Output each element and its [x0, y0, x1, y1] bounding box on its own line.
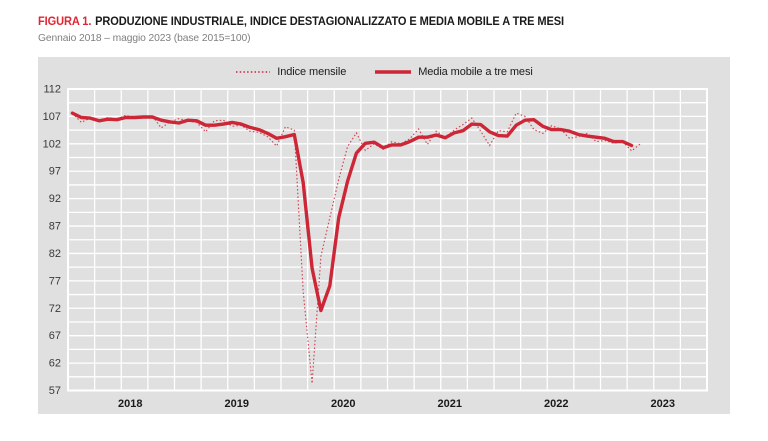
figure-title: PRODUZIONE INDUSTRIALE, INDICE DESTAGION… [95, 16, 565, 28]
y-axis-tick-label: 72 [49, 303, 61, 315]
x-axis-year-label: 2019 [225, 398, 249, 410]
y-axis-tick-label: 107 [43, 111, 61, 123]
plot-border [67, 88, 708, 392]
y-axis-tick-label: 82 [49, 248, 61, 260]
y-axis-tick-label: 97 [49, 166, 61, 178]
x-axis-year-label: 2018 [118, 398, 142, 410]
legend-item-moving-average: Media mobile a tre mesi [374, 66, 533, 78]
moving-average-line [70, 111, 634, 313]
x-axis-year-label: 2023 [651, 398, 675, 410]
figure-subtitle: Gennaio 2018 – maggio 2023 (base 2015=10… [38, 32, 251, 44]
solid-line-swatch [375, 70, 412, 74]
figure-label: FIGURA 1. [38, 16, 92, 28]
y-axis-tick-label: 112 [43, 84, 61, 96]
legend-label-monthly-index: Indice mensile [277, 66, 347, 78]
chart-legend: Indice mensile Media mobile a tre mesi [38, 63, 730, 81]
y-axis-tick-label: 62 [49, 358, 61, 370]
y-axis-tick-label: 87 [49, 221, 61, 233]
y-axis-tick-label: 57 [49, 385, 61, 397]
chart-background [38, 57, 730, 414]
legend-item-monthly-index: Indice mensile [235, 66, 346, 78]
y-axis-tick-label: 77 [49, 275, 61, 287]
y-axis-tick-label: 102 [43, 138, 61, 150]
figure-header: FIGURA 1. PRODUZIONE INDUSTRIALE, INDICE … [38, 16, 586, 44]
legend-label-moving-average: Media mobile a tre mesi [418, 66, 533, 78]
x-axis-year-label: 2021 [438, 398, 462, 410]
figure-title-line: FIGURA 1. PRODUZIONE INDUSTRIALE, INDICE … [38, 16, 564, 28]
monthly-index-line [71, 112, 641, 384]
x-axis-year-label: 2020 [331, 398, 355, 410]
x-axis-year-label: 2022 [544, 398, 568, 410]
y-axis-tick-label: 92 [49, 193, 61, 205]
dotted-line-swatch [236, 71, 271, 73]
y-axis-tick-label: 67 [49, 330, 61, 342]
